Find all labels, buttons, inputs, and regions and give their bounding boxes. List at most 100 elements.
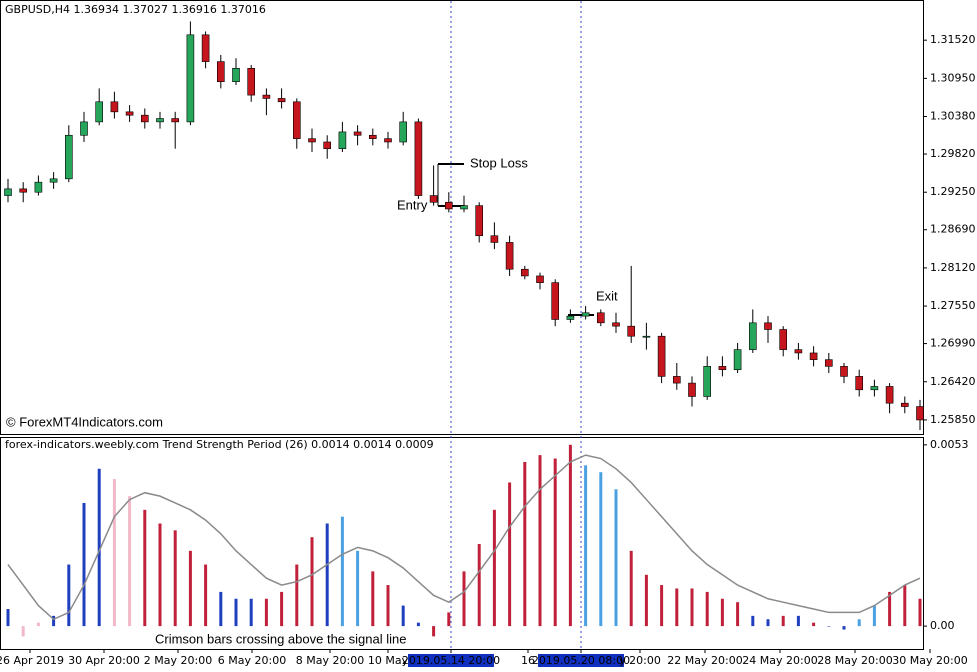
- histogram-bar: [52, 615, 56, 627]
- candle-body: [368, 134, 377, 139]
- histogram-bar: [234, 598, 238, 627]
- candle-body: [870, 386, 879, 391]
- x-tick-label: 2019.05.14 20:00: [402, 654, 500, 667]
- histogram-bar: [568, 444, 572, 627]
- histogram-bar: [204, 564, 208, 627]
- histogram-bar: [888, 591, 892, 627]
- x-tick-label: 28 May 20:00: [817, 654, 892, 667]
- candle-body: [201, 34, 210, 62]
- histogram-bar: [796, 615, 800, 627]
- candle-body: [596, 312, 605, 324]
- histogram-bar: [508, 482, 512, 627]
- candle-body: [612, 322, 620, 327]
- candle-body: [824, 359, 833, 367]
- histogram-bar: [143, 509, 147, 627]
- x-tick-label: 22 May 20:00: [667, 654, 742, 667]
- candle-body: [490, 235, 499, 243]
- histogram-bar: [857, 619, 861, 627]
- candle-body: [855, 376, 864, 391]
- candle-body: [65, 134, 73, 180]
- histogram-bar: [720, 598, 724, 627]
- exit-label: Exit: [596, 288, 618, 303]
- x-tick-label: 2 May 20:00: [144, 654, 212, 667]
- histogram-bar: [781, 615, 785, 627]
- candle-body: [80, 121, 88, 136]
- x-tick-label: 10 May: [368, 654, 409, 667]
- candle-body: [809, 352, 818, 360]
- entry-label: Entry: [397, 197, 428, 212]
- x-tick-label: 30 Apr 20:00: [68, 654, 140, 667]
- histogram-bar: [872, 605, 876, 627]
- histogram-bar: [705, 591, 709, 627]
- price-header: GBPUSD,H4 1.36934 1.37027 1.36916 1.3701…: [5, 3, 266, 16]
- histogram-bar: [675, 588, 679, 627]
- candle-body: [840, 366, 848, 377]
- candle-body: [900, 402, 909, 407]
- candle-body: [520, 268, 529, 277]
- histogram-bar: [97, 468, 101, 627]
- candle-body: [141, 114, 149, 123]
- histogram-bar: [173, 530, 177, 627]
- candle-body: [429, 195, 438, 203]
- candle-body: [277, 98, 286, 103]
- candle-body: [581, 312, 590, 317]
- x-tick-label: 24 May 20:00: [742, 654, 817, 667]
- histogram-bar: [371, 571, 375, 627]
- histogram-bar: [128, 496, 132, 627]
- x-tick-label: 8 May 20:00: [296, 654, 364, 667]
- histogram-bar: [325, 523, 329, 627]
- candle-body: [657, 335, 666, 377]
- candle-body: [156, 118, 164, 123]
- candle-body: [49, 178, 58, 183]
- candle-body: [718, 366, 727, 371]
- histogram-bar: [432, 626, 436, 637]
- y-tick-label: 1.28690: [930, 223, 976, 236]
- x-tick-label: 26 Apr 2019: [0, 654, 64, 667]
- signal-line: [7, 454, 921, 621]
- candle-body: [672, 376, 681, 384]
- histogram-bar: [295, 564, 299, 627]
- candle-body: [292, 101, 301, 139]
- histogram-bar: [903, 585, 907, 627]
- indicator-header: forex-indicators.weebly.com Trend Streng…: [5, 438, 434, 451]
- histogram-bar: [842, 626, 846, 630]
- candle-body: [323, 141, 332, 149]
- price-pane-frame: [0, 0, 924, 435]
- histogram-bar: [112, 479, 116, 627]
- x-tick-label: 16: [521, 654, 535, 667]
- histogram-bar: [401, 605, 405, 627]
- indicator-pane-frame: [0, 437, 924, 650]
- y-tick-label: 1.25850: [930, 413, 976, 426]
- candle-body: [779, 329, 788, 350]
- histogram-bar: [447, 612, 451, 627]
- candle-body: [19, 188, 28, 193]
- histogram-bar: [538, 455, 542, 627]
- histogram-bar: [21, 626, 25, 637]
- time-highlight: [408, 654, 494, 667]
- histogram-bar: [660, 585, 664, 627]
- watermark: © ForexMT4Indicators.com: [6, 414, 163, 429]
- candle-body: [171, 118, 179, 123]
- y-tick-label: 1.28120: [930, 261, 976, 274]
- candle-body: [748, 322, 757, 350]
- y-tick-label: 1.27550: [930, 299, 976, 312]
- histogram-bar: [553, 458, 557, 627]
- candle-body: [4, 188, 12, 196]
- histogram-bar: [188, 550, 192, 627]
- candle-body: [444, 201, 453, 210]
- histogram-bar: [386, 585, 390, 627]
- y-tick-label: 1.31520: [930, 33, 976, 46]
- histogram-bar: [310, 537, 314, 627]
- y-tick-label: 1.29820: [930, 147, 976, 160]
- candle-body: [338, 131, 347, 149]
- candle-body: [95, 101, 103, 123]
- candle-body: [536, 275, 544, 283]
- histogram-bar: [416, 622, 420, 627]
- histogram-bar: [249, 598, 253, 627]
- histogram-bar: [158, 523, 162, 627]
- histogram-bar: [690, 588, 694, 627]
- x-tick-label: y 20:00: [619, 654, 661, 667]
- candle-body: [186, 34, 195, 123]
- candle-body: [764, 322, 772, 330]
